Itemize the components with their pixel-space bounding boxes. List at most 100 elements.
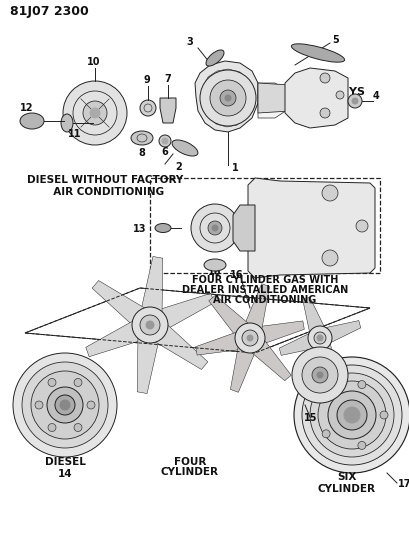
- Ellipse shape: [291, 44, 344, 62]
- Circle shape: [309, 373, 393, 457]
- Circle shape: [293, 357, 409, 473]
- Polygon shape: [146, 293, 214, 336]
- Circle shape: [207, 221, 221, 235]
- Circle shape: [63, 81, 127, 145]
- Circle shape: [311, 367, 327, 383]
- Polygon shape: [195, 328, 251, 355]
- Text: 7: 7: [164, 74, 170, 84]
- Text: 13: 13: [133, 224, 146, 234]
- Text: 81J07 2300: 81J07 2300: [10, 5, 88, 18]
- Text: DIESEL WITHOUT FACTORY
  AIR CONDITIONING: DIESEL WITHOUT FACTORY AIR CONDITIONING: [27, 175, 183, 197]
- Polygon shape: [195, 61, 257, 132]
- Circle shape: [316, 335, 322, 341]
- Polygon shape: [142, 316, 207, 369]
- Text: SIX: SIX: [337, 472, 356, 482]
- Circle shape: [301, 365, 401, 465]
- Circle shape: [316, 372, 322, 378]
- Text: DIESEL: DIESEL: [45, 457, 85, 467]
- Text: 5: 5: [331, 35, 338, 45]
- Circle shape: [336, 400, 366, 430]
- Circle shape: [200, 70, 255, 126]
- Circle shape: [379, 411, 387, 419]
- Polygon shape: [230, 335, 259, 392]
- Text: 1: 1: [231, 163, 238, 173]
- Circle shape: [313, 332, 325, 344]
- Polygon shape: [257, 83, 289, 118]
- Polygon shape: [302, 297, 328, 341]
- Polygon shape: [310, 336, 337, 379]
- Text: 2: 2: [175, 162, 181, 172]
- Circle shape: [90, 108, 100, 118]
- Polygon shape: [85, 314, 154, 357]
- Polygon shape: [279, 329, 321, 356]
- Circle shape: [319, 108, 329, 118]
- Text: 16: 16: [207, 267, 221, 277]
- Circle shape: [48, 424, 56, 432]
- Circle shape: [347, 94, 361, 108]
- Circle shape: [220, 90, 236, 106]
- Text: 6: 6: [161, 147, 167, 157]
- Text: CYLINDER: CYLINDER: [161, 467, 218, 477]
- Ellipse shape: [61, 114, 73, 132]
- Polygon shape: [247, 321, 303, 348]
- Ellipse shape: [20, 113, 44, 129]
- Text: FOUR: FOUR: [173, 457, 206, 467]
- Polygon shape: [257, 83, 319, 113]
- Circle shape: [357, 441, 365, 449]
- Text: 12: 12: [20, 103, 34, 113]
- Text: 11: 11: [68, 129, 81, 139]
- Circle shape: [307, 326, 331, 350]
- Circle shape: [83, 101, 107, 125]
- Polygon shape: [247, 178, 374, 278]
- Circle shape: [55, 395, 75, 415]
- Text: 4: 4: [372, 91, 379, 101]
- Circle shape: [74, 378, 82, 386]
- Text: 9: 9: [144, 75, 151, 85]
- Text: 17: 17: [397, 479, 409, 489]
- Circle shape: [159, 135, 171, 147]
- Circle shape: [22, 362, 108, 448]
- Text: CYLINDER: CYLINDER: [317, 484, 375, 494]
- Polygon shape: [242, 332, 290, 381]
- Circle shape: [139, 100, 155, 116]
- Circle shape: [139, 315, 160, 335]
- Polygon shape: [160, 98, 175, 123]
- Circle shape: [162, 138, 168, 144]
- Circle shape: [291, 347, 347, 403]
- Circle shape: [60, 400, 70, 410]
- Polygon shape: [204, 69, 252, 127]
- Text: 3: 3: [186, 37, 193, 47]
- Circle shape: [211, 225, 218, 231]
- Circle shape: [321, 185, 337, 201]
- Text: 16: 16: [229, 270, 243, 280]
- Circle shape: [74, 424, 82, 432]
- Circle shape: [321, 392, 329, 400]
- Circle shape: [31, 371, 99, 439]
- Polygon shape: [208, 295, 257, 344]
- Text: FOUR CYLINDER GAS WITH: FOUR CYLINDER GAS WITH: [191, 275, 337, 285]
- Circle shape: [317, 381, 385, 449]
- Polygon shape: [240, 284, 269, 342]
- Text: DEALER INSTALLED AMERICAN: DEALER INSTALLED AMERICAN: [182, 285, 347, 295]
- Text: 10: 10: [87, 57, 100, 67]
- Polygon shape: [232, 205, 254, 251]
- Circle shape: [319, 73, 329, 83]
- Ellipse shape: [131, 131, 153, 145]
- Circle shape: [321, 250, 337, 266]
- Circle shape: [327, 391, 375, 439]
- Text: AIR CONDITIONING: AIR CONDITIONING: [213, 295, 316, 305]
- Polygon shape: [138, 256, 162, 327]
- Ellipse shape: [172, 140, 198, 156]
- Polygon shape: [317, 321, 360, 346]
- Circle shape: [241, 330, 257, 346]
- Polygon shape: [137, 323, 162, 393]
- Circle shape: [13, 353, 117, 457]
- Circle shape: [225, 95, 230, 101]
- Text: 14: 14: [58, 469, 72, 479]
- Circle shape: [234, 323, 264, 353]
- Circle shape: [47, 387, 83, 423]
- Circle shape: [191, 204, 238, 252]
- Circle shape: [132, 307, 168, 343]
- Circle shape: [343, 407, 359, 423]
- Ellipse shape: [205, 50, 223, 66]
